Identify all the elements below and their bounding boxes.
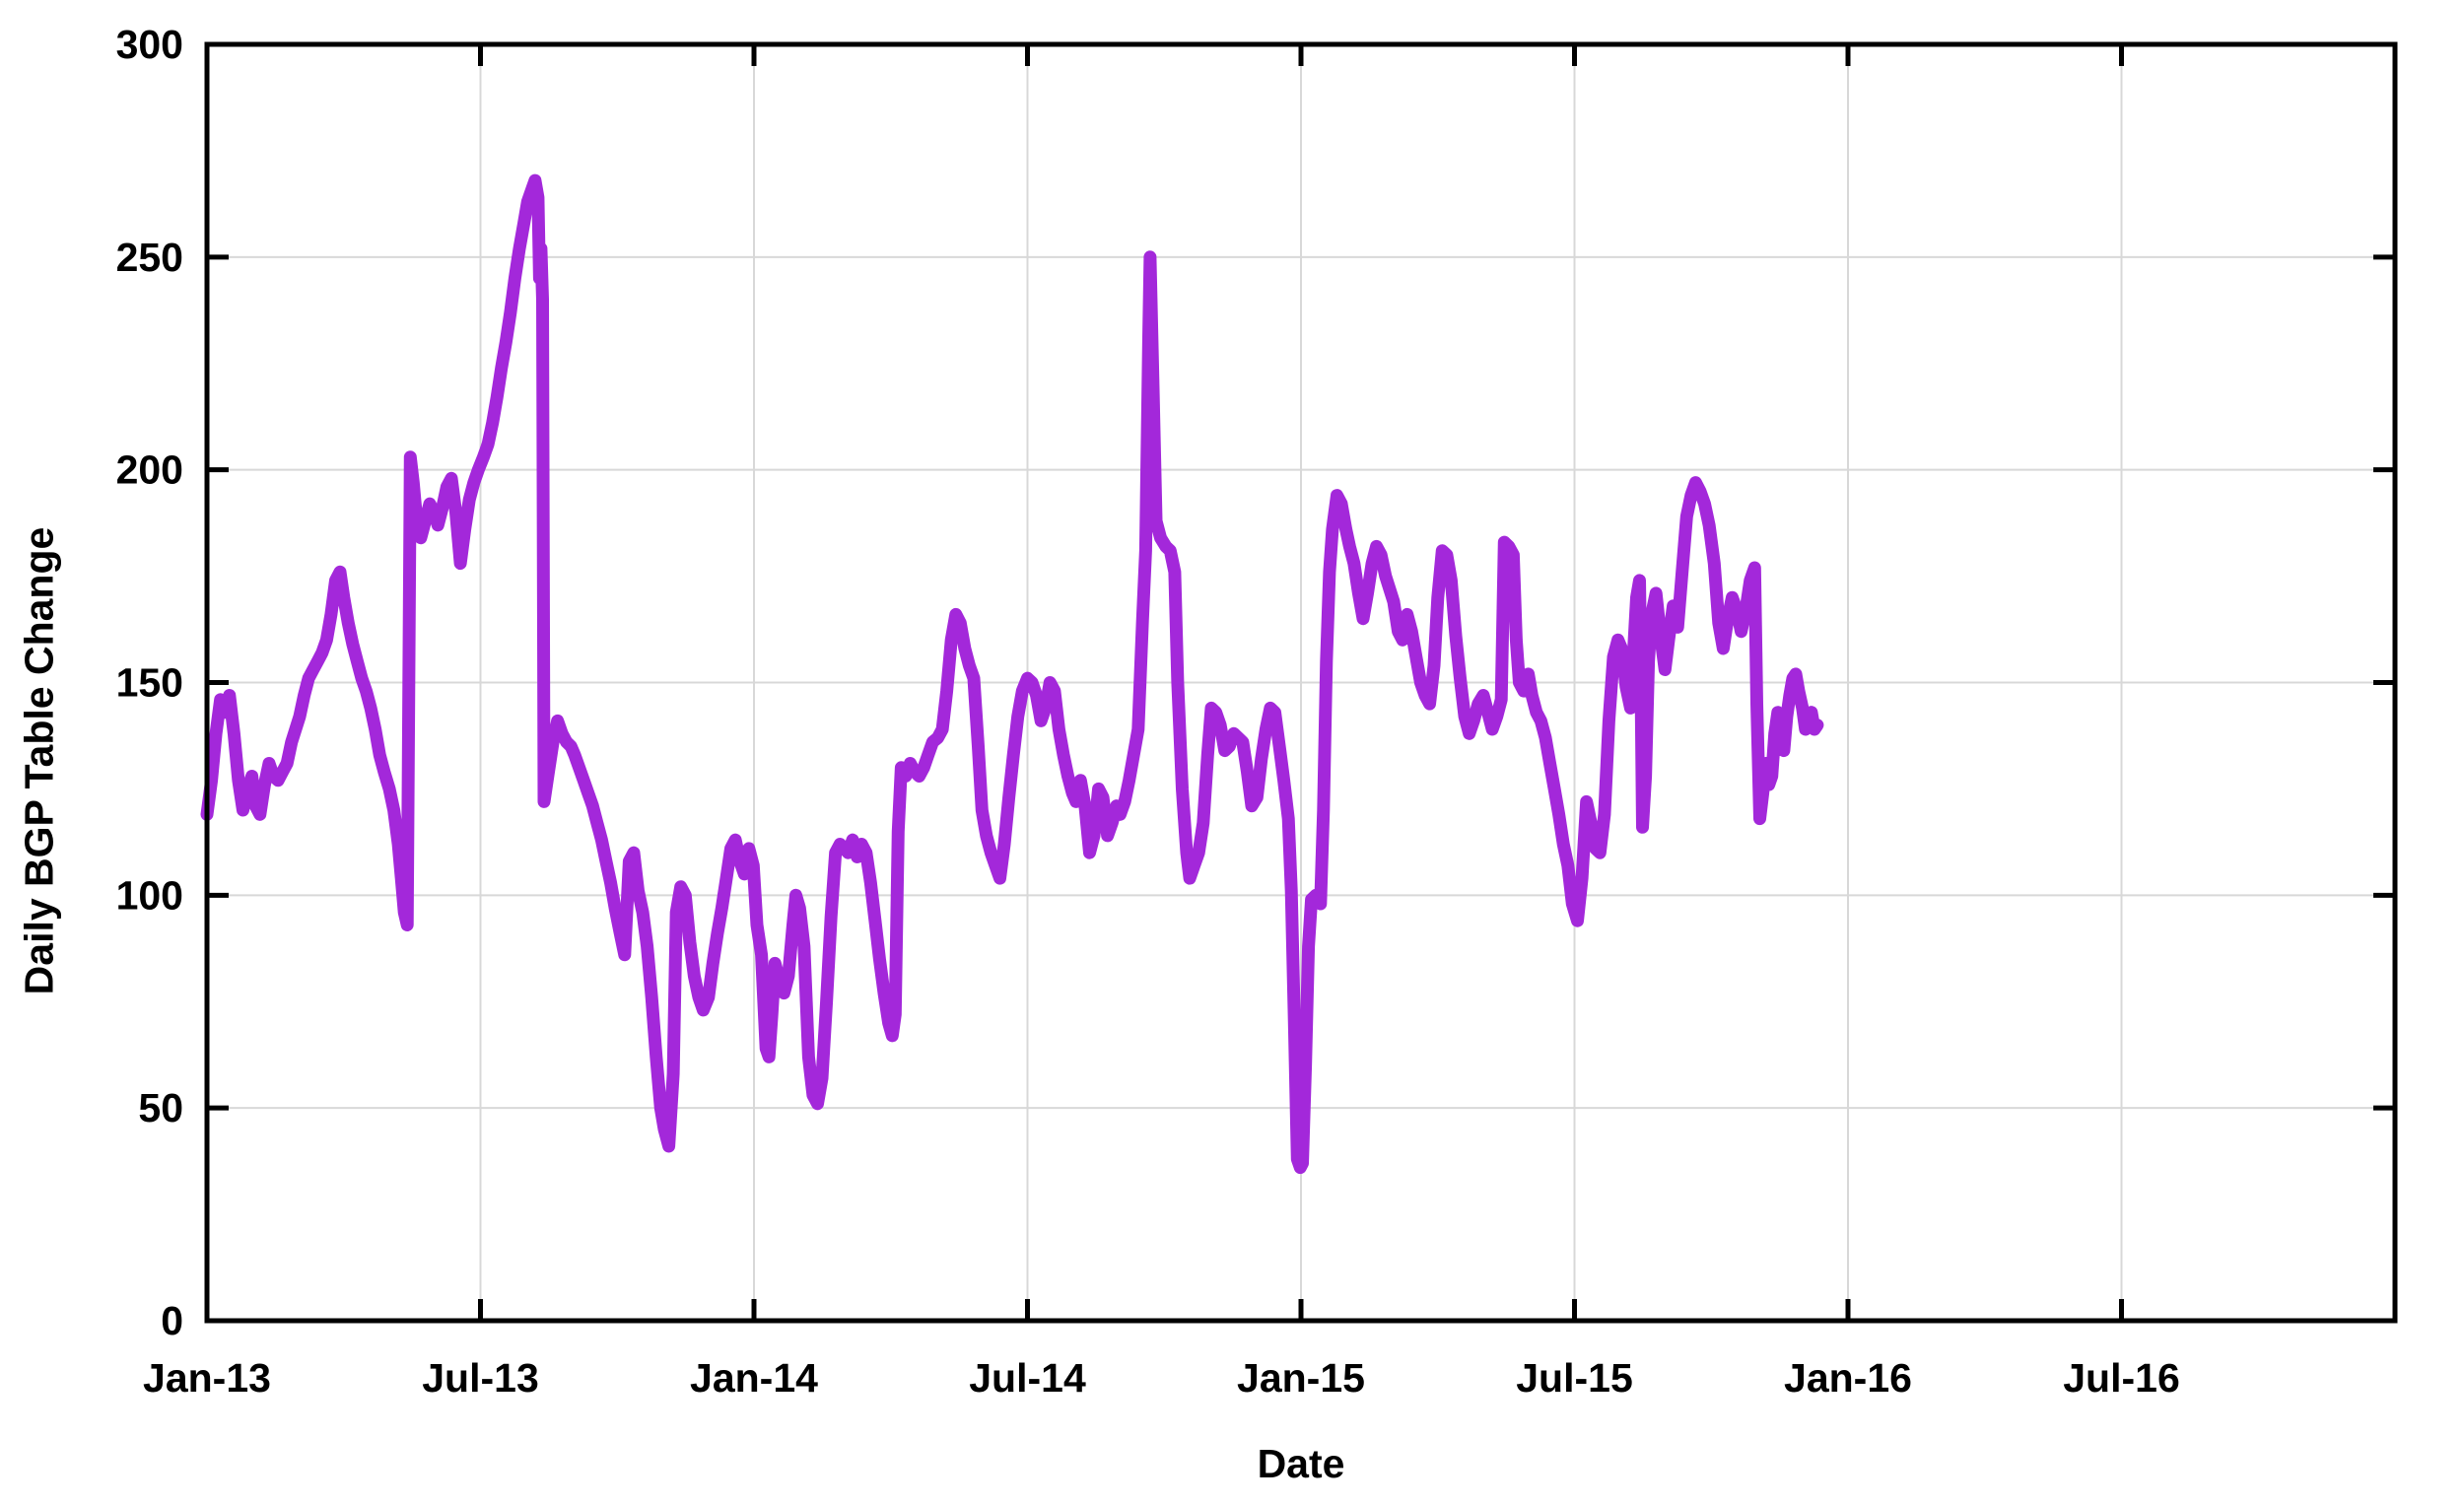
y-tick-label: 100 <box>116 872 183 918</box>
y-axis-title: Daily BGP Table Change <box>16 526 62 995</box>
x-tick-label: Jul-14 <box>969 1355 1086 1401</box>
y-tick-label: 300 <box>116 22 183 67</box>
data-line-daily-bgp-table-change <box>200 173 1824 1175</box>
x-tick-label: Jan-13 <box>143 1355 271 1401</box>
x-tick-label: Jan-16 <box>1784 1355 1912 1401</box>
x-axis-title: Date <box>1257 1441 1345 1486</box>
x-tick-label: Jul-16 <box>2063 1355 2180 1401</box>
x-tick-label: Jul-13 <box>422 1355 539 1401</box>
y-tick-label: 0 <box>161 1298 183 1343</box>
x-tick-label: Jan-14 <box>690 1355 818 1401</box>
y-tick-label: 150 <box>116 660 183 706</box>
y-tick-label: 250 <box>116 235 183 280</box>
y-tick-label: 200 <box>116 447 183 493</box>
x-tick-label: Jan-15 <box>1237 1355 1365 1401</box>
y-tick-label: 50 <box>138 1085 183 1130</box>
x-tick-label: Jul-15 <box>1516 1355 1633 1401</box>
